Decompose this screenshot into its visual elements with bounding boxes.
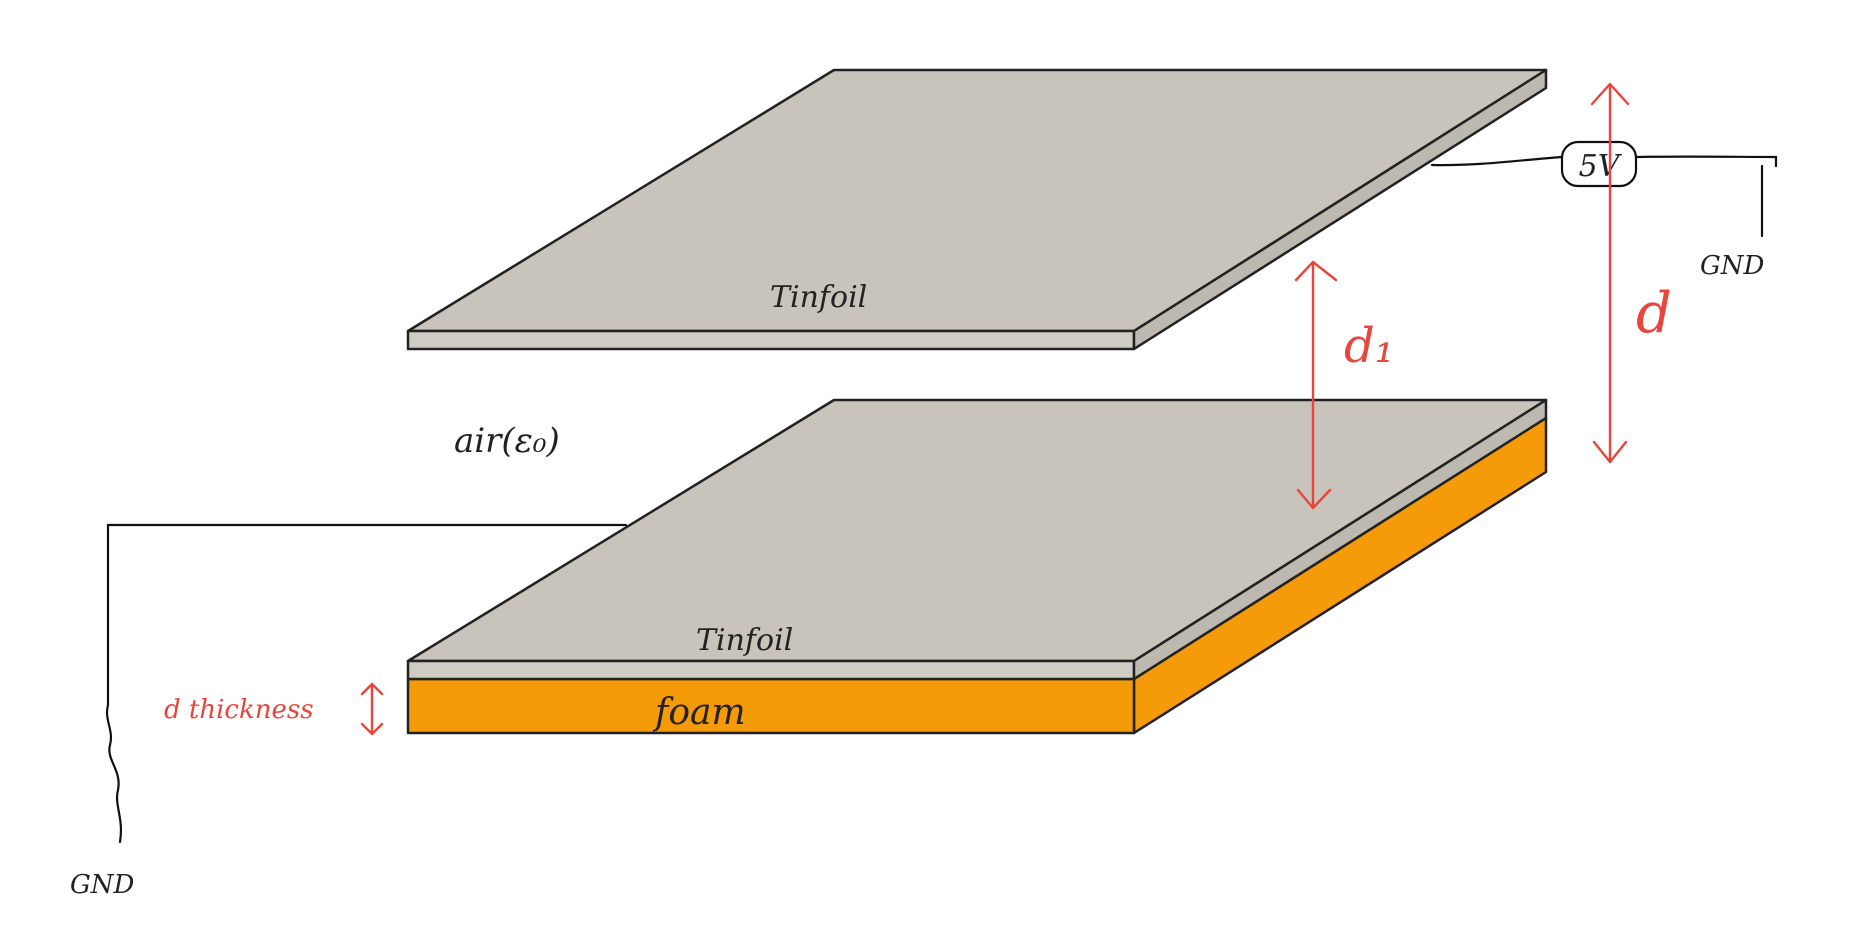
- top-plate-face: [406, 68, 1548, 333]
- bottom-plate-side-edge: [1132, 398, 1548, 681]
- top-plate-side-edge: [1132, 68, 1548, 351]
- d1-label: d₁: [1344, 318, 1394, 374]
- foam-label: foam: [652, 692, 746, 733]
- bottom-plate-label: Tinfoil: [696, 623, 793, 658]
- thickness-arrow: [360, 682, 384, 736]
- bottom-plate-wire: [106, 523, 628, 844]
- gnd-right-label: GND: [1700, 251, 1765, 281]
- foam-front-face: [406, 677, 1136, 735]
- d1-arrow: [1294, 260, 1338, 510]
- d-label: d: [1636, 281, 1672, 346]
- voltage-label: 5V: [1579, 149, 1623, 184]
- top-tinfoil-plate: [406, 68, 1548, 351]
- top-plate-wire: [1430, 155, 1564, 167]
- voltage-source: 5V: [1560, 140, 1638, 188]
- top-plate-front-edge: [406, 329, 1136, 351]
- bottom-stack: [406, 398, 1548, 735]
- gnd-left-label: GND: [70, 870, 135, 900]
- bottom-plate-front-edge: [406, 659, 1136, 681]
- wires: [106, 155, 1778, 844]
- air-label: air(ε₀): [454, 421, 560, 461]
- top-plate-label: Tinfoil: [770, 280, 867, 315]
- thickness-label: d thickness: [164, 695, 314, 725]
- voltage-source-box: [1560, 140, 1638, 188]
- source-to-gnd-wire: [1634, 155, 1778, 238]
- d-arrow: [1590, 82, 1630, 464]
- dimension-arrows: [360, 82, 1630, 736]
